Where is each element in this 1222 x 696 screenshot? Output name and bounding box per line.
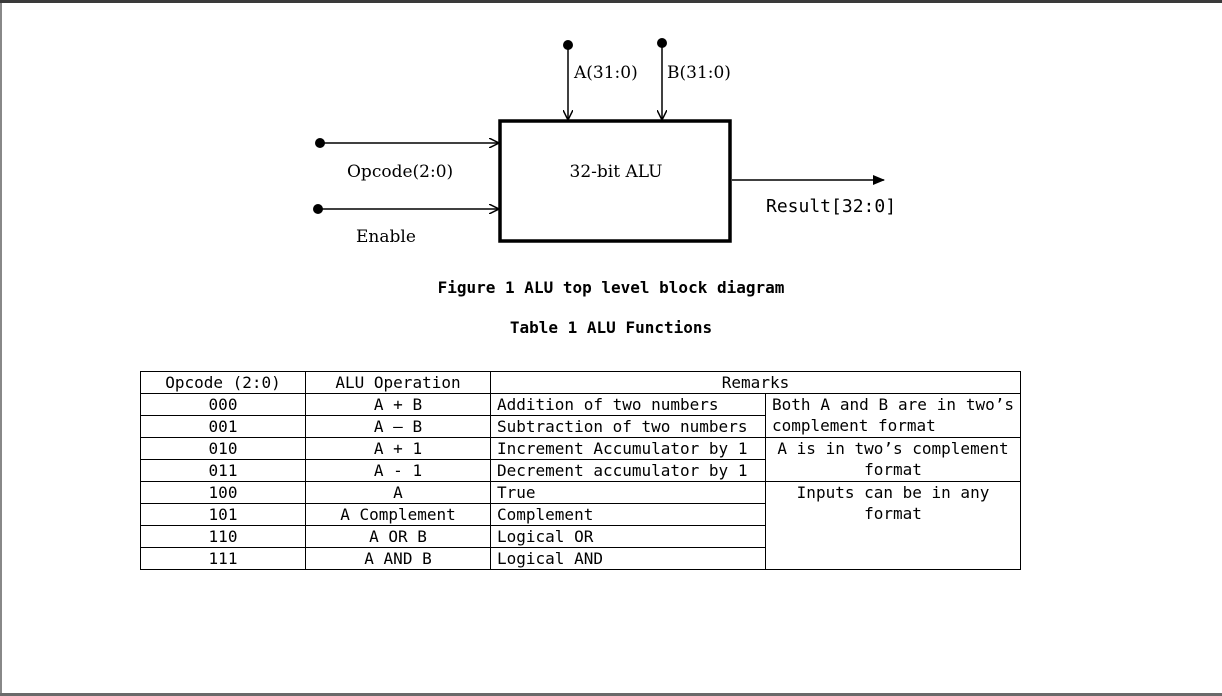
- remark-cell: Increment Accumulator by 1: [490, 437, 766, 460]
- remark-cell: Decrement accumulator by 1: [490, 459, 766, 482]
- result-label: Result[32:0]: [766, 196, 896, 217]
- group-remark-cell: Both A and B are in two’s complement for…: [765, 393, 1021, 438]
- remark-cell: Addition of two numbers: [490, 393, 766, 416]
- input-b-label: B(31:0): [667, 63, 731, 83]
- table-caption: Table 1 ALU Functions: [509, 318, 713, 337]
- opcode-cell: 001: [140, 415, 306, 438]
- opcode-cell: 000: [140, 393, 306, 416]
- operation-cell: A AND B: [305, 547, 491, 570]
- table-row: 010 A + 1 Increment Accumulator by 1 A i…: [140, 437, 1021, 482]
- enable-label: Enable: [356, 227, 416, 247]
- opcode-cell: 110: [140, 525, 306, 548]
- remark-cell: Logical OR: [490, 525, 766, 548]
- header-operation: ALU Operation: [305, 371, 491, 394]
- alu-block-diagram: 32-bit ALU A(31:0) B(31:0) Opcode(2:0) E…: [313, 38, 896, 247]
- input-a-label: A(31:0): [573, 63, 638, 83]
- left-border: [0, 3, 2, 693]
- operation-cell: A + B: [305, 393, 491, 416]
- table-row: 100 A True Inputs can be in any format: [140, 481, 1021, 570]
- alu-functions-table: Opcode (2:0) ALU Operation Remarks 000 A…: [140, 371, 1021, 570]
- operation-cell: A - 1: [305, 459, 491, 482]
- opcode-cell: 101: [140, 503, 306, 526]
- figure-caption: Figure 1 ALU top level block diagram: [437, 278, 785, 297]
- operation-cell: A OR B: [305, 525, 491, 548]
- table-row: 000 A + B Addition of two numbers Both A…: [140, 393, 1021, 438]
- opcode-cell: 011: [140, 459, 306, 482]
- remark-cell: Subtraction of two numbers: [490, 415, 766, 438]
- table-row: 110 A OR B Logical OR: [140, 525, 1021, 548]
- header-remarks: Remarks: [490, 371, 1021, 394]
- remark-cell: True: [490, 481, 766, 504]
- remark-cell: Logical AND: [490, 547, 766, 570]
- alu-block-label: 32-bit ALU: [570, 162, 663, 182]
- operation-cell: A – B: [305, 415, 491, 438]
- group-remark-cell: Inputs can be in any format: [765, 481, 1021, 570]
- top-border: [0, 0, 1222, 3]
- bottom-border: [0, 693, 1222, 696]
- alu-block: [498, 119, 732, 243]
- table-row: 001 A – B Subtraction of two numbers: [140, 415, 1021, 438]
- opcode-cell: 100: [140, 481, 306, 504]
- operation-cell: A Complement: [305, 503, 491, 526]
- group-remark-cell: A is in two’s complement format: [765, 437, 1021, 482]
- table-row: 101 A Complement Complement: [140, 503, 1021, 526]
- remark-cell: Complement: [490, 503, 766, 526]
- table-header-row: Opcode (2:0) ALU Operation Remarks: [140, 371, 1021, 394]
- opcode-cell: 111: [140, 547, 306, 570]
- table-row: 111 A AND B Logical AND: [140, 547, 1021, 570]
- operation-cell: A + 1: [305, 437, 491, 460]
- operation-cell: A: [305, 481, 491, 504]
- header-opcode: Opcode (2:0): [140, 371, 306, 394]
- opcode-label: Opcode(2:0): [347, 162, 453, 182]
- opcode-cell: 010: [140, 437, 306, 460]
